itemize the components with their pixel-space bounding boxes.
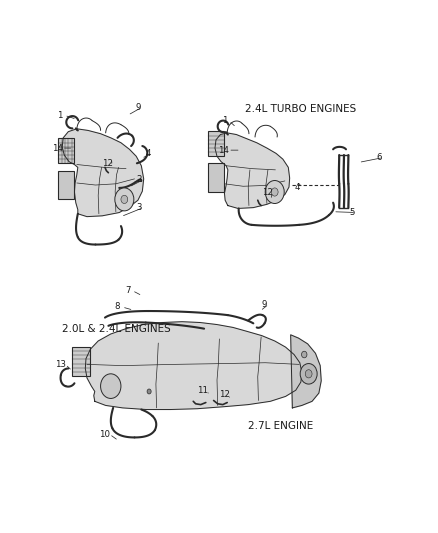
Text: 7: 7 — [125, 286, 131, 295]
Circle shape — [115, 188, 134, 211]
Text: 5: 5 — [349, 208, 354, 217]
Circle shape — [101, 374, 121, 399]
Text: 14: 14 — [218, 146, 230, 155]
Bar — [208, 131, 224, 156]
Text: 4: 4 — [295, 183, 300, 191]
Text: 1: 1 — [57, 111, 63, 120]
Text: 6: 6 — [376, 153, 381, 162]
Text: 2: 2 — [136, 175, 141, 184]
Circle shape — [271, 188, 278, 196]
Circle shape — [300, 364, 317, 384]
Bar — [58, 138, 74, 163]
Circle shape — [265, 181, 284, 204]
Text: 12: 12 — [219, 390, 230, 399]
Polygon shape — [291, 335, 321, 408]
Bar — [208, 163, 224, 192]
Text: 2.4L TURBO ENGINES: 2.4L TURBO ENGINES — [245, 104, 356, 114]
Polygon shape — [62, 129, 144, 216]
Text: 12: 12 — [262, 188, 273, 197]
Text: 10: 10 — [99, 430, 110, 439]
Text: 4: 4 — [145, 149, 151, 158]
Text: 14: 14 — [52, 143, 63, 152]
Circle shape — [121, 195, 128, 204]
Text: 8: 8 — [115, 302, 120, 311]
Text: 13: 13 — [55, 360, 67, 369]
Circle shape — [147, 389, 151, 394]
Text: 11: 11 — [197, 386, 208, 395]
Polygon shape — [85, 322, 302, 409]
Text: 9: 9 — [135, 102, 141, 111]
Text: 1: 1 — [222, 116, 227, 125]
Circle shape — [301, 351, 307, 358]
Bar — [58, 171, 74, 199]
Text: 9: 9 — [262, 300, 267, 309]
Bar — [72, 347, 90, 376]
Polygon shape — [215, 133, 290, 208]
Text: 2.7L ENGINE: 2.7L ENGINE — [248, 421, 314, 431]
Text: 2.0L & 2.4L ENGINES: 2.0L & 2.4L ENGINES — [61, 324, 170, 334]
Circle shape — [305, 370, 312, 378]
Text: 12: 12 — [102, 159, 113, 168]
Text: 3: 3 — [136, 203, 141, 212]
